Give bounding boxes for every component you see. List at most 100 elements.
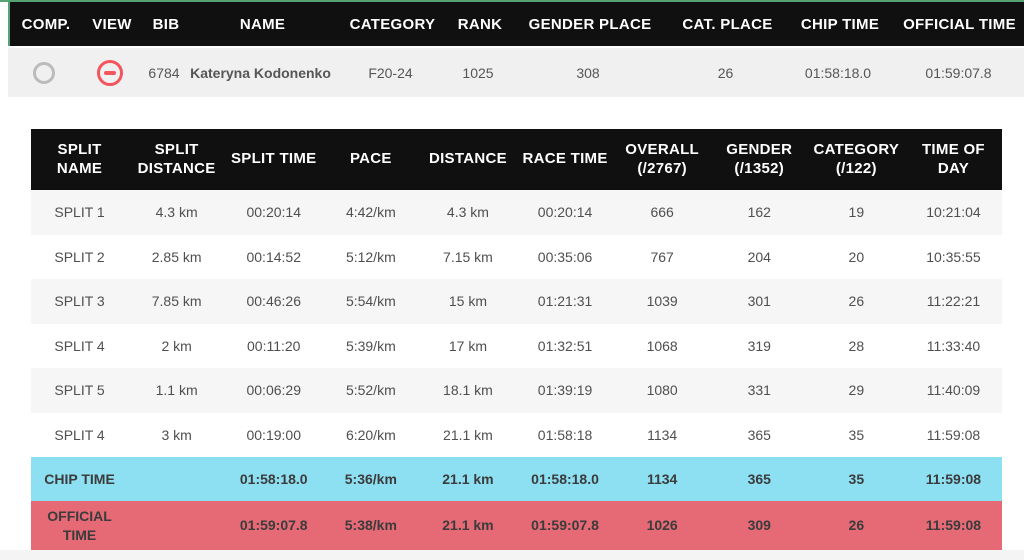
official-time-value: 01:59:07.8	[925, 64, 992, 81]
distance: 4.3 km	[446, 204, 489, 221]
race-time: 01:58:18	[537, 426, 593, 443]
header-race-time: RACE TIME	[522, 150, 608, 168]
time-of-day: 11:22:21	[926, 293, 981, 310]
time-of-day: 11:59:08	[925, 517, 982, 534]
distance: 18.1 km	[443, 382, 493, 399]
split-time: 00:06:29	[246, 382, 301, 399]
split-name: SPLIT 4	[54, 426, 105, 443]
gender-rank: 365	[747, 470, 771, 487]
compare-radio-button[interactable]	[33, 61, 55, 84]
header-overall: OVERALL (/2767)	[625, 140, 700, 177]
time-of-day: 11:33:40	[926, 337, 981, 354]
category-rank: 28	[848, 337, 865, 354]
gender-rank: 204	[747, 248, 771, 265]
pace: 5:38/km	[344, 517, 397, 534]
header-split-distance: SPLIT DISTANCE	[137, 140, 216, 177]
split-distance: 2.85 km	[151, 248, 202, 265]
time-of-day: 11:40:09	[926, 382, 981, 399]
competitor-table-header: COMP. VIEW BIB NAME CATEGORY RANK GENDER…	[8, 2, 1024, 46]
gender-rank: 162	[747, 204, 771, 221]
official-time-row: OFFICIAL TIME 01:59:07.8 5:38/km 21.1 km…	[31, 501, 1002, 550]
gender-rank: 301	[747, 293, 771, 310]
distance: 21.1 km	[443, 426, 493, 443]
split-time: 00:14:52	[246, 248, 301, 265]
header-official-time: OFFICIAL TIME	[903, 15, 1016, 33]
header-view: VIEW	[92, 15, 132, 33]
cat-place-value: 26	[717, 64, 734, 81]
gender-place-value: 308	[576, 64, 600, 81]
split-time: 00:19:00	[246, 426, 301, 443]
overall-rank: 1039	[646, 293, 678, 310]
split-row-5: SPLIT 5 1.1 km 00:06:29 5:52/km 18.1 km …	[31, 368, 1002, 413]
time-of-day: 11:59:08	[926, 426, 981, 443]
overall-rank: 767	[650, 248, 674, 265]
category-rank: 26	[848, 293, 865, 310]
pace: 5:12/km	[345, 248, 396, 265]
chip-time-row: CHIP TIME 01:58:18.0 5:36/km 21.1 km 01:…	[31, 457, 1002, 501]
header-cat-place: CAT. PLACE	[682, 15, 773, 33]
split-distance: 2 km	[161, 337, 192, 354]
race-time: 01:32:51	[537, 337, 593, 354]
overall-rank: 1068	[646, 337, 678, 354]
gender-rank: 319	[747, 337, 771, 354]
race-time: 01:59:07.8	[531, 517, 599, 534]
remove-view-icon[interactable]	[97, 59, 123, 86]
overall-rank: 1134	[646, 470, 678, 487]
time-of-day: 10:35:55	[926, 248, 981, 265]
distance: 7.15 km	[443, 248, 493, 265]
pace: 5:54/km	[345, 293, 396, 310]
official-row-label: OFFICIAL TIME	[47, 508, 112, 543]
minus-bar-icon	[104, 70, 116, 75]
split-name: SPLIT 5	[54, 382, 105, 399]
split-row-6: SPLIT 4 3 km 00:19:00 6:20/km 21.1 km 01…	[31, 412, 1002, 457]
accent-top-border	[0, 0, 1024, 2]
header-time-of-day: TIME OF DAY	[921, 140, 985, 177]
header-name: NAME	[239, 15, 286, 33]
split-time: 00:20:14	[246, 204, 301, 221]
split-distance	[128, 457, 225, 501]
split-time: 00:11:20	[247, 337, 301, 354]
time-of-day: 10:21:04	[926, 204, 981, 221]
header-pace: PACE	[349, 150, 392, 168]
header-distance: DISTANCE	[428, 150, 507, 168]
overall-rank: 1026	[646, 517, 678, 534]
header-category: CATEGORY	[349, 15, 436, 33]
race-time: 01:39:19	[537, 382, 593, 399]
split-name: SPLIT 2	[54, 248, 105, 265]
race-time: 01:58:18.0	[531, 470, 599, 487]
chip-time-value: 01:58:18.0	[804, 64, 872, 81]
distance: 21.1 km	[442, 517, 494, 534]
category-rank: 29	[848, 382, 865, 399]
pace: 4:42/km	[345, 204, 396, 221]
distance: 15 km	[448, 293, 487, 310]
category-rank: 26	[848, 517, 865, 534]
split-row-4: SPLIT 4 2 km 00:11:20 5:39/km 17 km 01:3…	[31, 323, 1002, 368]
distance: 17 km	[448, 337, 487, 354]
pace: 6:20/km	[345, 426, 396, 443]
overall-rank: 666	[650, 204, 674, 221]
split-name: SPLIT 3	[54, 293, 105, 310]
pace: 5:39/km	[345, 337, 396, 354]
splits-table: SPLIT NAME SPLIT DISTANCE SPLIT TIME PAC…	[31, 129, 1002, 550]
competitor-name-link[interactable]: Kateryna Kodonenko	[190, 64, 331, 81]
gender-rank: 331	[747, 382, 771, 399]
time-of-day: 11:59:08	[925, 470, 982, 487]
compare-cell	[8, 48, 80, 97]
split-time: 01:59:07.8	[239, 517, 308, 534]
header-comp: COMP.	[21, 15, 71, 33]
split-row-1: SPLIT 1 4.3 km 00:20:14 4:42/km 4.3 km 0…	[31, 190, 1002, 235]
pace: 5:36/km	[344, 470, 397, 487]
gender-rank: 309	[747, 517, 771, 534]
header-bib: BIB	[152, 15, 180, 33]
split-distance: 1.1 km	[155, 382, 198, 399]
header-category-rank: CATEGORY (/122)	[813, 140, 900, 177]
split-time: 00:46:26	[246, 293, 301, 310]
rank-value: 1025	[462, 64, 494, 81]
competitor-table: COMP. VIEW BIB NAME CATEGORY RANK GENDER…	[8, 2, 1024, 97]
category-rank: 35	[848, 470, 865, 487]
header-split-name: SPLIT NAME	[56, 140, 103, 177]
split-row-3: SPLIT 3 7.85 km 00:46:26 5:54/km 15 km 0…	[31, 279, 1002, 324]
gender-rank: 365	[747, 426, 771, 443]
category-rank: 35	[848, 426, 865, 443]
header-gender-place: GENDER PLACE	[528, 15, 652, 33]
